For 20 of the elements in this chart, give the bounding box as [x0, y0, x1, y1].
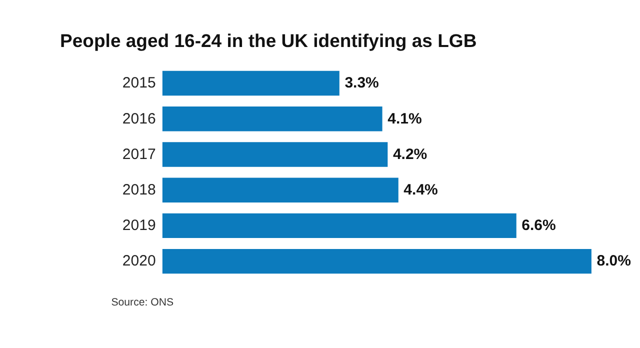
- bar: [162, 70, 340, 96]
- y-tick-label: 2018: [122, 182, 156, 199]
- y-tick-label: 2016: [122, 110, 156, 128]
- chart-title: People aged 16-24 in the UK identifying as LGB: [60, 30, 477, 51]
- data-label: 8.0%: [596, 252, 631, 270]
- data-label: 4.4%: [404, 182, 438, 199]
- data-label: 6.6%: [522, 217, 556, 234]
- y-tick-label: 2019: [122, 217, 156, 234]
- data-label: 4.1%: [388, 110, 422, 128]
- y-tick-label: 2015: [122, 74, 156, 92]
- bar: [162, 106, 382, 132]
- data-label: 4.2%: [392, 146, 428, 163]
- data-label: 3.3%: [344, 74, 379, 92]
- source-note: Source: ONS: [111, 296, 174, 309]
- y-tick-label: 2020: [122, 252, 156, 270]
- bar: [162, 213, 516, 238]
- y-tick-label: 2017: [122, 146, 156, 163]
- bar: [162, 142, 388, 167]
- bar: [162, 178, 398, 202]
- bar: [162, 248, 592, 274]
